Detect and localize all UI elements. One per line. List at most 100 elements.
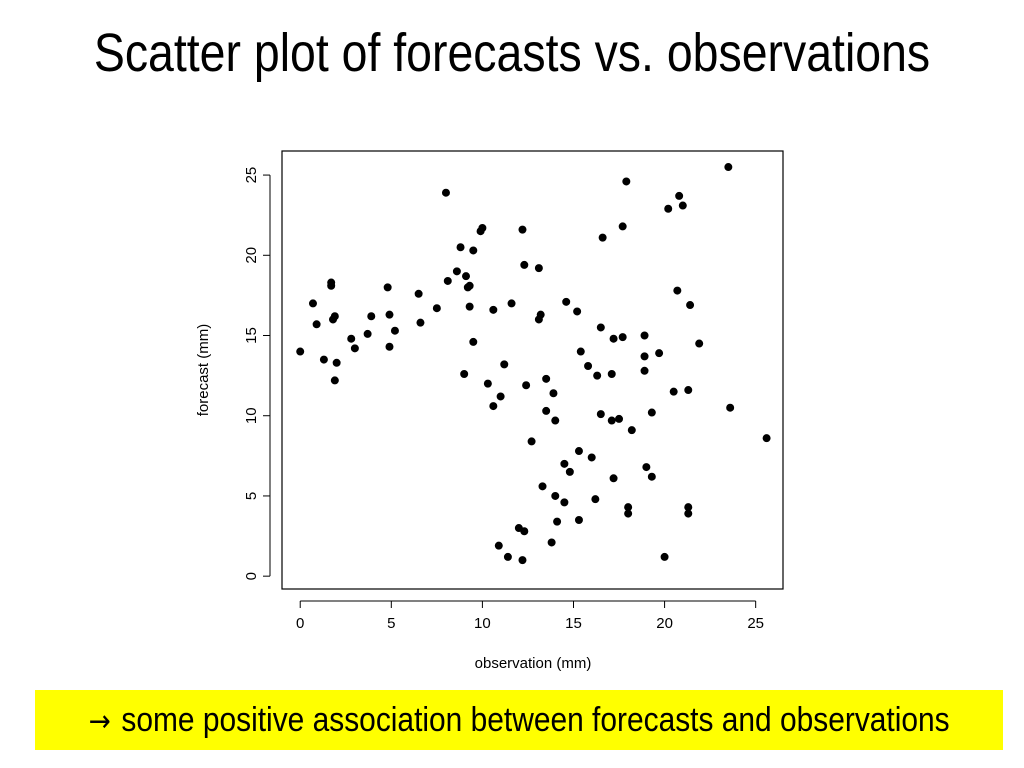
data-point [476,227,485,236]
x-tick-label: 5 [387,615,395,632]
data-point [684,386,693,395]
x-axis: 0 5 10 15 20 25 [296,600,764,632]
data-point [520,527,529,536]
y-tick-label: 10 [243,407,260,424]
data-point [518,556,527,565]
data-point [762,434,771,443]
data-point [494,541,503,550]
y-tick-label: 5 [243,492,260,500]
data-point [584,361,593,370]
x-tick-label: 15 [565,615,582,632]
data-point [367,312,376,321]
data-point [329,315,338,324]
data-point [500,360,509,369]
callout-message: some positive association between foreca… [121,700,950,739]
data-point [686,301,695,310]
data-point [562,297,571,306]
data-point [576,347,585,356]
y-axis: 0 5 10 15 20 25 [243,167,271,580]
data-point [312,320,321,329]
data-point [507,299,516,308]
x-axis-label: observation (mm) [475,655,592,672]
data-point [647,408,656,417]
x-tick-label: 10 [474,615,491,632]
data-point [496,392,505,401]
data-point [363,329,372,338]
data-point [350,344,359,353]
data-point [574,447,583,456]
data-point [560,459,569,468]
data-point [416,318,425,327]
data-point [551,491,560,500]
data-point [538,482,547,491]
plot-frame [281,150,784,590]
data-point [675,191,684,200]
data-point [463,283,472,292]
data-point [695,339,704,348]
data-point [596,410,605,419]
data-point [390,326,399,335]
data-point [609,474,618,483]
data-point [553,517,562,526]
data-point [549,389,558,398]
x-tick-label: 25 [747,615,764,632]
data-point [469,337,478,346]
data-point [591,495,600,504]
data-point [609,334,618,343]
y-tick-label: 15 [243,327,260,344]
data-point [432,304,441,313]
data-point [607,416,616,425]
x-tick-label: 20 [656,615,673,632]
data-point [551,416,560,425]
data-point [684,509,693,518]
data-point [542,406,551,415]
data-point [456,243,465,252]
data-point [441,188,450,197]
data-point [673,286,682,295]
data-point [503,552,512,561]
data-point [489,305,498,314]
data-point [587,453,596,462]
data-point [560,498,569,507]
data-point [664,204,673,213]
y-tick-label: 20 [243,247,260,264]
data-points [296,163,771,565]
data-point [522,381,531,390]
data-point [319,355,328,364]
data-point [327,281,336,290]
data-point [483,379,492,388]
data-point [627,426,636,435]
data-point [669,387,678,396]
data-point [565,467,574,476]
data-point [527,437,536,446]
x-tick-label: 0 [296,615,304,632]
data-point [296,347,305,356]
data-point [660,552,669,561]
data-point [330,376,339,385]
data-point [598,233,607,242]
data-point [534,315,543,324]
data-point [618,333,627,342]
data-point [593,371,602,380]
data-point [622,177,631,186]
data-point [469,246,478,255]
data-point [383,283,392,292]
data-point [332,358,341,367]
data-point [640,352,649,361]
scatter-chart: 0 5 10 15 20 25 0 5 10 15 20 25 observation (mm) f… [195,150,784,672]
data-point [518,225,527,234]
data-point [573,307,582,316]
data-point [465,302,474,311]
data-point [607,370,616,379]
conclusion-callout: → some positive association between forec… [35,690,1003,750]
data-point [385,342,394,351]
data-point [647,472,656,481]
data-point [347,334,356,343]
data-point [443,276,452,285]
data-point [574,516,583,525]
data-point [615,414,624,423]
right-arrow-icon: → [88,703,111,739]
data-point [414,289,423,298]
data-point [308,299,317,308]
data-point [678,201,687,210]
